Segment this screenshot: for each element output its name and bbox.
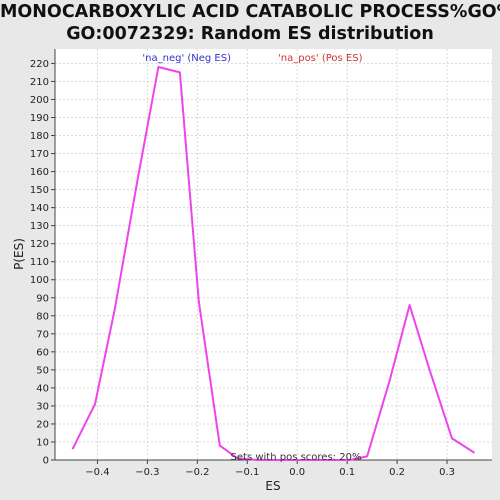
- x-axis-ticks: −0.4 −0.3 −0.2 −0.1 0.0 0.1 0.2 0.3: [85, 460, 455, 478]
- x-axis-title: ES: [265, 479, 280, 493]
- chart-title-line-2: GO:0072329: Random ES distribution: [66, 24, 434, 44]
- x-tick-label: 0.3: [439, 467, 455, 478]
- x-tick-label: 0.1: [339, 467, 355, 478]
- x-tick-label: 0.0: [289, 467, 305, 478]
- y-tick-label: 140: [30, 203, 49, 214]
- y-tick-label: 130: [30, 221, 49, 232]
- y-tick-label: 200: [30, 95, 49, 106]
- y-axis-title: P(ES): [12, 238, 26, 270]
- y-tick-label: 150: [30, 185, 49, 196]
- y-tick-label: 90: [36, 293, 49, 304]
- chart-title-line-1: MONOCARBOXYLIC ACID CATABOLIC PROCESS%GO…: [0, 2, 500, 22]
- y-tick-label: 160: [30, 167, 49, 178]
- y-tick-label: 20: [36, 419, 49, 430]
- chart-title: MONOCARBOXYLIC ACID CATABOLIC PROCESS%GO…: [0, 1, 500, 45]
- y-tick-label: 110: [30, 257, 49, 268]
- x-tick-label: −0.2: [185, 467, 209, 478]
- x-tick-label: −0.4: [85, 467, 109, 478]
- series-layer: [71, 66, 476, 461]
- y-tick-label: 30: [36, 401, 49, 412]
- es-density-line: [71, 66, 476, 461]
- x-tick-label: −0.3: [135, 467, 159, 478]
- y-axis-ticks: 0 10 20 30 40 50 60 70 80 90 100 110 120 130 140 150 160…: [30, 59, 55, 467]
- y-tick-label: 80: [36, 311, 49, 322]
- y-tick-label: 10: [36, 437, 49, 448]
- y-tick-label: 210: [30, 77, 49, 88]
- y-tick-label: 180: [30, 131, 49, 142]
- y-tick-label: 120: [30, 239, 49, 250]
- plot-area: [55, 49, 492, 460]
- y-tick-label: 60: [36, 347, 49, 358]
- x-tick-label: −0.1: [235, 467, 259, 478]
- grid-lines: [55, 49, 492, 460]
- y-tick-label: 40: [36, 383, 49, 394]
- pos-score-annotation: Sets with pos scores: 20%: [231, 452, 362, 463]
- y-tick-label: 170: [30, 149, 49, 160]
- legend-neg: 'na_neg' (Neg ES): [142, 53, 231, 64]
- y-tick-label: 70: [36, 329, 49, 340]
- y-tick-label: 50: [36, 365, 49, 376]
- legend-pos: 'na_pos' (Pos ES): [278, 53, 363, 64]
- y-tick-label: 100: [30, 275, 49, 286]
- x-tick-label: 0.2: [389, 467, 405, 478]
- y-tick-label: 220: [30, 59, 49, 70]
- y-tick-label: 0: [43, 456, 49, 467]
- y-tick-label: 190: [30, 113, 49, 124]
